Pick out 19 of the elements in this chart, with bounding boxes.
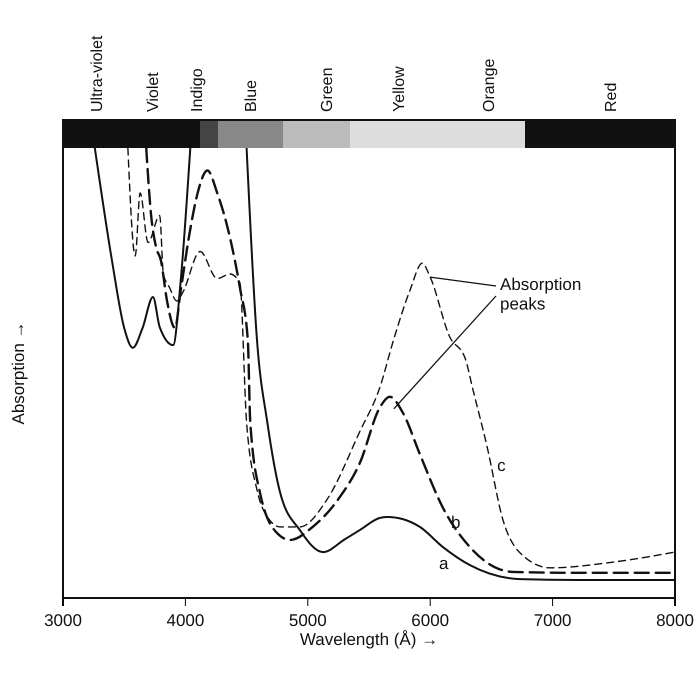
x-tick-label: 5000 (288, 611, 327, 630)
text: Red (603, 82, 620, 112)
x-tick-label: 4000 (166, 611, 204, 630)
text: Blue (243, 80, 260, 112)
x-axis-title: Wavelength (Å) → (300, 630, 438, 649)
x-tick-label: 7000 (534, 611, 572, 630)
x-tick-label: 3000 (44, 611, 82, 630)
annotation: Absorption peaks (500, 275, 582, 314)
x-tick-label: 8000 (656, 611, 694, 630)
text: Green (319, 68, 336, 112)
text: Orange (481, 58, 498, 112)
text: Ultra-violet (89, 34, 106, 112)
text: Yellow (391, 66, 408, 112)
series-label: a (439, 554, 450, 574)
series-label: c (497, 456, 506, 475)
text: Indigo (189, 68, 206, 112)
y-axis-title: Absorption → (9, 322, 28, 424)
text: Violet (145, 72, 162, 112)
x-tick-label: 6000 (411, 611, 450, 630)
